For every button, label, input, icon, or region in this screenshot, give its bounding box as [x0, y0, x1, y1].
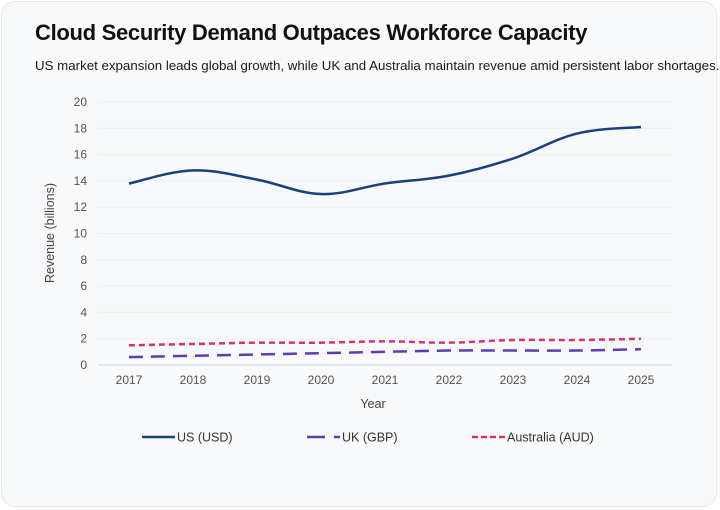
x-tick-label: 2025 — [628, 373, 655, 387]
y-tick-label: 4 — [80, 305, 87, 319]
y-tick-label: 0 — [80, 358, 87, 372]
y-tick-label: 10 — [74, 227, 88, 241]
y-tick-label: 12 — [74, 200, 88, 214]
legend-item[interactable]: Australia (AUD) — [472, 431, 594, 445]
chart-subtitle: US market expansion leads global growth,… — [35, 58, 720, 73]
legend-label: UK (GBP) — [342, 431, 398, 445]
grid-lines — [98, 101, 672, 366]
series-line-uk — [128, 347, 642, 359]
y-tick-label: 6 — [80, 279, 87, 293]
series-line-australia — [128, 337, 642, 347]
legend: US (USD) UK (GBP) Australia (AUD) — [142, 431, 594, 445]
y-tick-label: 20 — [74, 95, 88, 109]
legend-label: US (USD) — [177, 431, 233, 445]
x-tick-label: 2021 — [372, 373, 399, 387]
x-axis-title: Year — [360, 397, 385, 411]
x-axis-ticks: 2017 2018 2019 2020 2021 2022 2023 2024 2025 — [116, 373, 655, 387]
y-tick-label: 16 — [74, 148, 88, 162]
x-tick-label: 2019 — [244, 373, 271, 387]
series-line-us — [128, 125, 642, 196]
y-tick-label: 14 — [74, 174, 88, 188]
series-lines — [128, 125, 642, 359]
x-tick-label: 2020 — [308, 373, 335, 387]
legend-label: Australia (AUD) — [507, 431, 594, 445]
y-tick-label: 18 — [74, 121, 88, 135]
legend-item[interactable]: US (USD) — [142, 431, 233, 445]
chart-title: Cloud Security Demand Outpaces Workforce… — [35, 20, 588, 45]
x-tick-label: 2018 — [180, 373, 207, 387]
y-tick-label: 2 — [80, 332, 87, 346]
x-tick-label: 2022 — [436, 373, 463, 387]
y-tick-label: 8 — [80, 253, 87, 267]
x-tick-label: 2017 — [116, 373, 143, 387]
y-axis-ticks: 0 2 4 6 8 10 12 14 16 18 20 — [74, 95, 88, 372]
legend-item[interactable]: UK (GBP) — [307, 431, 398, 445]
y-axis-title: Revenue (billions) — [43, 183, 57, 283]
x-tick-label: 2024 — [564, 373, 591, 387]
x-tick-label: 2023 — [500, 373, 527, 387]
